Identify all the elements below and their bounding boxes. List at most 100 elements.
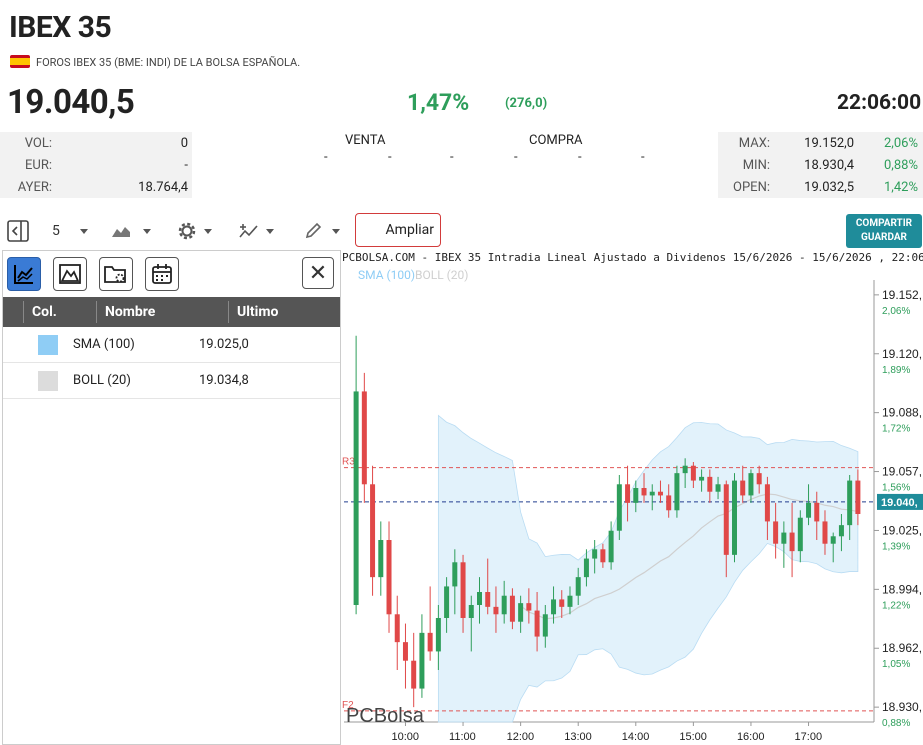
indicator-last-value: 19.025,0 <box>199 337 249 352</box>
indicator-name: SMA (100) <box>73 337 135 352</box>
candle-body <box>477 592 482 605</box>
change-percent: 1,47% <box>407 89 470 116</box>
current-value-label: 19.040, <box>881 497 918 509</box>
y-tick-pct: 1,72% <box>882 424 910 435</box>
folder-gear-icon <box>104 266 126 283</box>
sell-label: VENTA <box>345 133 386 148</box>
interval-dropdown[interactable]: 5 <box>52 213 88 249</box>
candle-body <box>633 488 639 503</box>
candle-body <box>592 549 598 559</box>
candle-body <box>526 603 532 611</box>
y-tick-label: 19.120, <box>882 347 922 361</box>
sell-qty-empty: - <box>388 150 392 165</box>
page-subtitle: FOROS IBEX 35 (BME: INDI) DE LA BOLSA ES… <box>36 56 301 69</box>
candle-body <box>386 540 392 615</box>
legend-sma: SMA (100) <box>358 268 416 282</box>
buy-num-empty: - <box>641 150 645 165</box>
y-tick-label: 18.930, <box>882 700 922 714</box>
stat-open: OPEN: 19.032,5 1,42% <box>733 179 918 195</box>
stat-vol: VOL: 0 <box>24 135 188 151</box>
candle-body <box>460 562 466 618</box>
indicator-row-boll[interactable]: BOLL (20) 19.034,8 <box>3 363 340 399</box>
candle-body <box>509 595 515 622</box>
stat-ayer: AYER: 18.764,4 <box>17 179 188 195</box>
x-tick-label: 12:00 <box>507 731 535 743</box>
y-tick-pct: 0,88% <box>882 718 910 729</box>
candle-body <box>855 480 861 514</box>
buy-qty-empty: - <box>578 150 582 165</box>
indicators-dropdown[interactable] <box>238 213 274 249</box>
x-tick-label: 11:00 <box>449 731 476 743</box>
y-tick-pct: 1,89% <box>882 365 910 376</box>
area-chart-icon <box>112 227 130 237</box>
toggle-panel-button[interactable] <box>6 213 30 249</box>
indicator-name: BOLL (20) <box>73 373 131 388</box>
chart-type-dropdown[interactable] <box>111 213 151 249</box>
y-tick-pct: 1,39% <box>882 541 910 552</box>
candle-body <box>732 480 737 555</box>
indicator-color-swatch[interactable] <box>38 334 58 355</box>
candle-body <box>402 642 408 661</box>
mountain-chart-icon <box>59 264 81 284</box>
indicator-color-swatch[interactable] <box>38 370 58 391</box>
close-icon: ✕ <box>308 260 328 286</box>
candle-body <box>797 517 803 552</box>
candle-body <box>518 603 524 622</box>
candle-body <box>740 480 746 496</box>
candle-body <box>715 484 721 492</box>
settings-dropdown[interactable] <box>176 213 212 249</box>
current-price: 19.040,5 <box>7 83 135 122</box>
candle-body <box>838 525 844 537</box>
y-tick-label: 19.025, <box>882 523 922 537</box>
y-tick-pct: 1,05% <box>882 659 910 670</box>
indicator-row-sma[interactable]: SMA (100) 19.025,0 <box>3 327 340 363</box>
indicator-last-value: 19.034,8 <box>199 373 249 388</box>
sell-num-empty: - <box>450 150 454 165</box>
candle-body <box>657 491 663 496</box>
indicator-table-header: Col. Nombre Ultimo <box>3 297 340 327</box>
candle-body <box>830 536 836 544</box>
candle-body <box>501 595 507 615</box>
candle-body <box>435 618 441 652</box>
x-tick-label: 15:00 <box>679 731 707 743</box>
tab-indicators[interactable] <box>7 257 41 291</box>
tab-folder-settings[interactable] <box>99 257 133 291</box>
tab-chart-style[interactable] <box>53 257 87 291</box>
candle-body <box>666 495 672 511</box>
candle-body <box>674 473 680 511</box>
chart-title: PCBOLSA.COM - IBEX 35 Intradia Lineal Aj… <box>342 251 923 264</box>
chevron-down-icon <box>143 228 151 234</box>
tab-calendar[interactable] <box>145 257 179 291</box>
y-tick-pct: 1,56% <box>882 483 910 494</box>
close-panel-button[interactable]: ✕ <box>302 257 334 289</box>
candle-body <box>748 473 754 496</box>
draw-tools-dropdown[interactable] <box>304 213 340 249</box>
candle-body <box>394 614 400 643</box>
chevron-down-icon <box>79 228 88 234</box>
candle-body <box>427 632 433 652</box>
pencil-icon <box>305 222 322 239</box>
legend-boll: BOLL (20) <box>415 268 469 282</box>
y-tick-label: 19.088, <box>882 406 922 420</box>
chart-toolbar: 5 <box>0 213 923 249</box>
level-label-r3: R3 <box>342 457 355 468</box>
candle-body <box>551 599 557 615</box>
y-tick-pct: 2,06% <box>882 306 910 317</box>
y-tick-label: 19.057, <box>882 465 922 479</box>
zoom-button[interactable]: Ampliar <box>355 213 441 247</box>
current-value-badge <box>877 493 923 510</box>
candle-body <box>781 532 787 544</box>
y-tick-label: 18.994, <box>882 582 922 596</box>
chart-legend: SMA (100)BOLL (20) <box>358 268 468 282</box>
candle-body <box>773 521 779 544</box>
price-chart[interactable]: R3 F2 19.152, 2,06% 19.120, 1,89% 19.088, 1,72%… <box>342 250 923 745</box>
candle-body <box>699 476 705 481</box>
candle-body <box>542 614 548 637</box>
share-save-button[interactable]: COMPARTIR GUARDAR <box>846 214 922 248</box>
candle-body <box>847 480 853 526</box>
orderbook: VENTA COMPRA - - - - - - <box>200 133 705 173</box>
candle-body <box>468 605 474 618</box>
column-header-name: Nombre <box>96 301 228 323</box>
candle-body <box>707 476 713 492</box>
buy-price-empty: - <box>514 150 518 165</box>
